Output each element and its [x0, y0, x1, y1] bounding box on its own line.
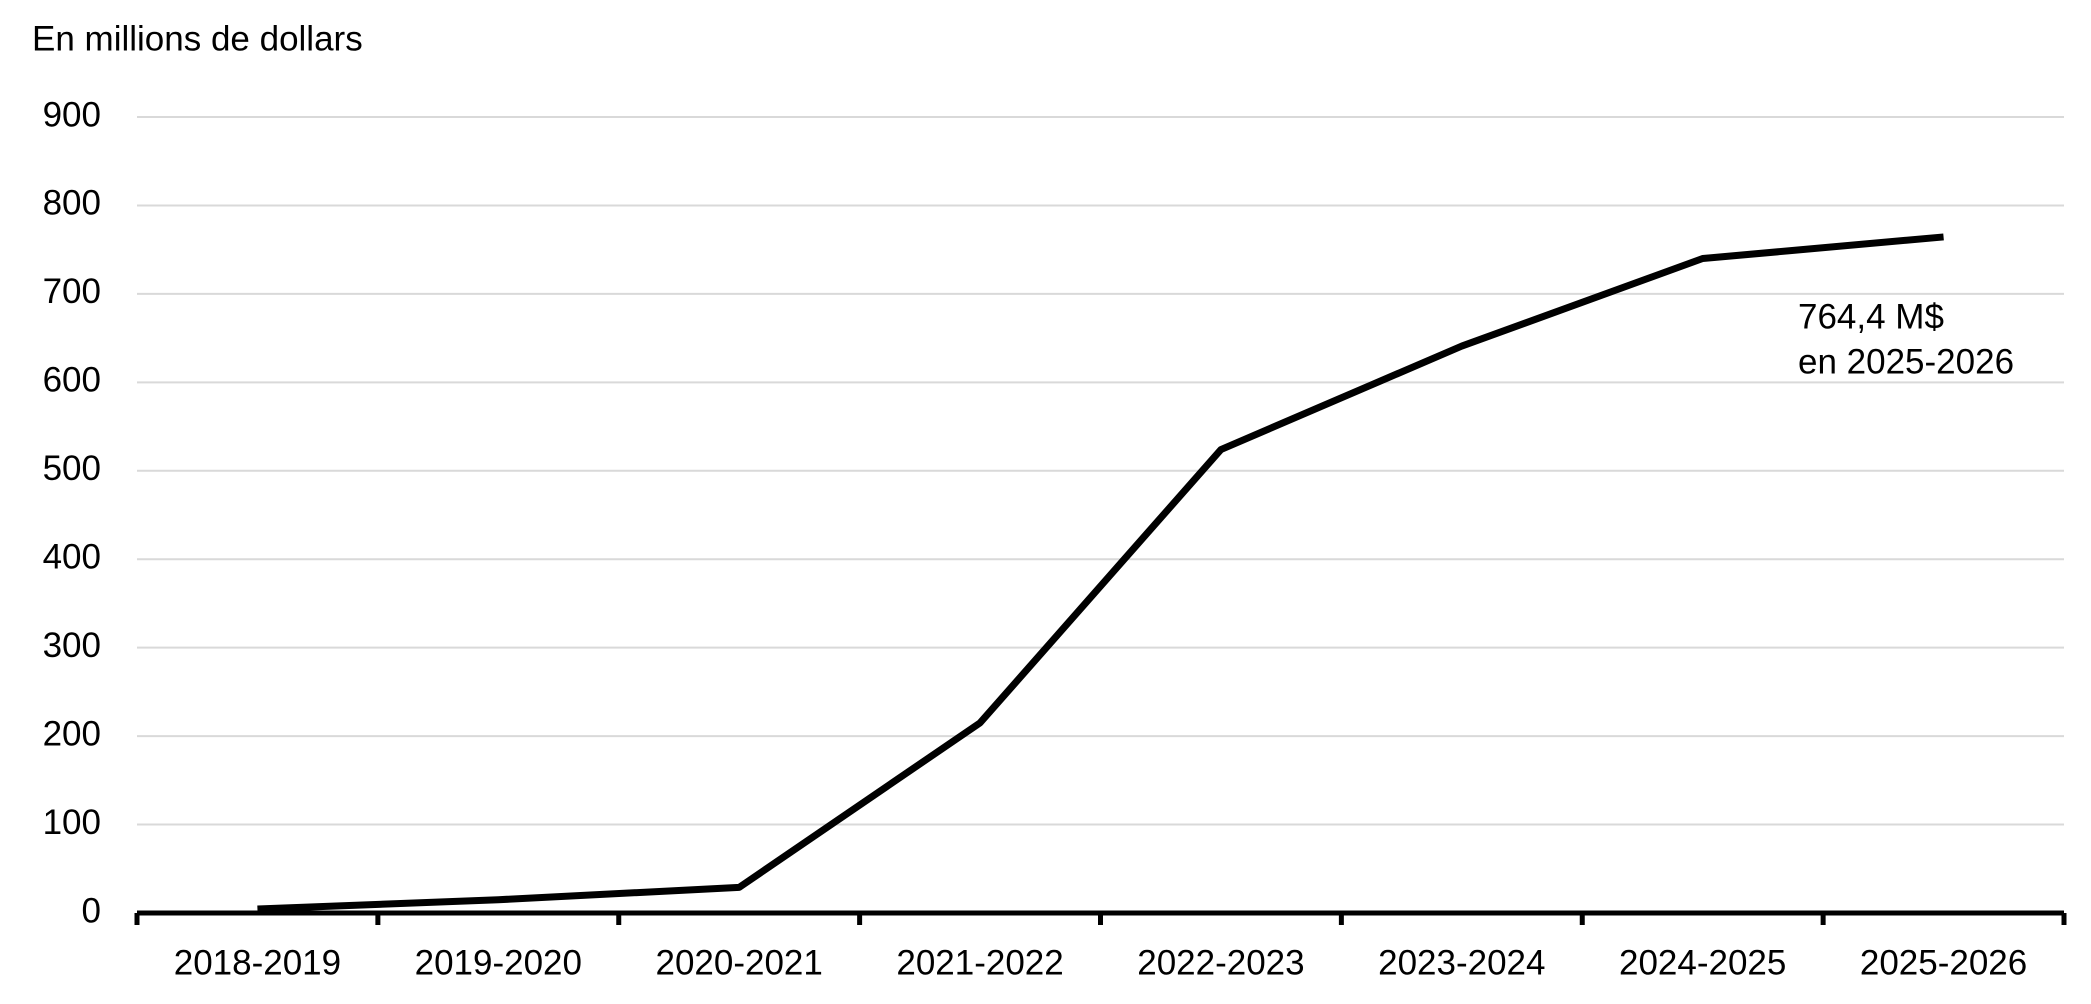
y-tick-label: 100: [43, 803, 101, 842]
annotation: en 2025-2026: [1798, 342, 2014, 381]
x-tick-label: 2025-2026: [1860, 943, 2027, 982]
y-tick-label: 300: [43, 626, 101, 665]
x-tick-label: 2021-2022: [896, 943, 1063, 982]
annotation: 764,4 M$: [1798, 297, 1944, 336]
y-tick-label: 700: [43, 272, 101, 311]
y-tick-label: 500: [43, 449, 101, 488]
y-tick-label: 0: [82, 891, 101, 930]
y-tick-label: 600: [43, 361, 101, 400]
y-tick-label: 200: [43, 714, 101, 753]
data-line: [257, 233, 1944, 913]
x-tick-label: 2020-2021: [655, 943, 822, 982]
x-tick-label: 2023-2024: [1378, 943, 1545, 982]
x-tick-label: 2019-2020: [415, 943, 582, 982]
x-tick-label: 2022-2023: [1137, 943, 1304, 982]
x-tick-label: 2024-2025: [1619, 943, 1786, 982]
x-tick-label: 2018-2019: [174, 943, 341, 982]
y-axis-label: En millions de dollars: [32, 19, 363, 58]
y-tick-label: 900: [43, 95, 101, 134]
y-tick-label: 400: [43, 537, 101, 576]
y-tick-label: 800: [43, 184, 101, 223]
